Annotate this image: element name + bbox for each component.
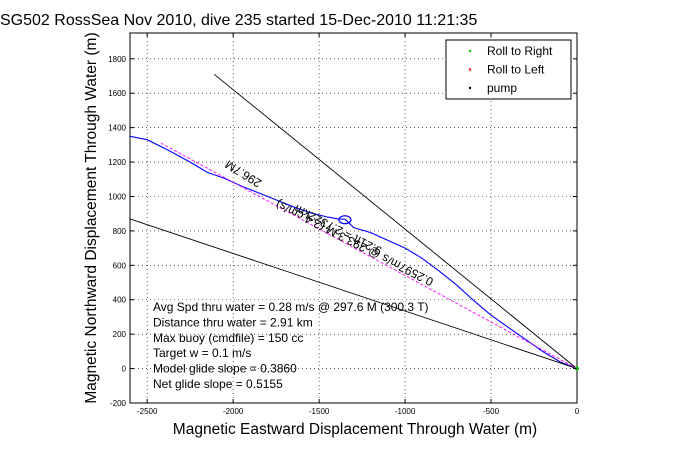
y-tick-label: 600 [113,261,127,270]
y-tick-label: 400 [113,296,127,305]
dive-start-ring [338,215,352,225]
glide-heading-line [213,73,578,369]
net-displacement-line [160,142,578,369]
axis-ticks: -2500 -2000 -1500 -1000 -500 0-20002004006008… [108,33,580,416]
y-tick-label: 200 [113,330,127,339]
x-axis-label: Magnetic Eastward Displacement Through W… [173,421,537,438]
legend-box [445,39,572,100]
y-tick-label: 800 [113,227,127,236]
x-tick-label: -1000 [395,407,416,416]
y-tick-label: 1000 [108,192,126,201]
x-tick-label: -2000 [223,407,244,416]
mean-current-line [129,218,578,370]
legend-marker [468,86,472,90]
y-tick-label: 1600 [108,89,126,98]
legend-label: Roll to Right [487,44,553,58]
data-marks [129,73,579,371]
legend-marker [468,68,472,71]
stats-box: Avg Spd thru water = 0.28 m/s @ 297.6 M … [153,300,429,391]
y-tick-label: -200 [110,399,127,408]
y-tick-label: 1200 [108,158,126,167]
x-tick-label: -2500 [137,407,158,416]
x-tick-label: -500 [483,407,500,416]
stat-line: Avg Spd thru water = 0.28 m/s @ 297.6 M … [153,300,429,314]
legend-marker [468,49,472,53]
y-axis-label: Magnetic Northward Displacement Through … [83,32,100,403]
legend-label: pump [487,81,517,95]
stat-line: Model glide slope = 0.3860 [153,362,297,376]
stat-line: Target w = 0.1 m/s [153,346,251,360]
x-tick-label: 0 [575,407,580,416]
chart-title: SG502 RossSea Nov 2010, dive 235 started… [0,12,477,29]
stat-line: Net glide slope = 0.5155 [153,377,283,391]
legend-label: Roll to Left [487,63,545,77]
x-tick-label: -1500 [309,407,330,416]
stat-line: Max buoy (cmdfile) = 150 cc [153,331,303,345]
y-tick-label: 1800 [108,55,126,64]
legend: Roll to Right Roll to Left pump [445,39,572,100]
y-tick-label: 1400 [108,124,126,133]
track-line [129,135,578,370]
stat-line: Distance thru water = 2.91 km [153,315,313,329]
y-tick-label: 0 [122,365,127,374]
